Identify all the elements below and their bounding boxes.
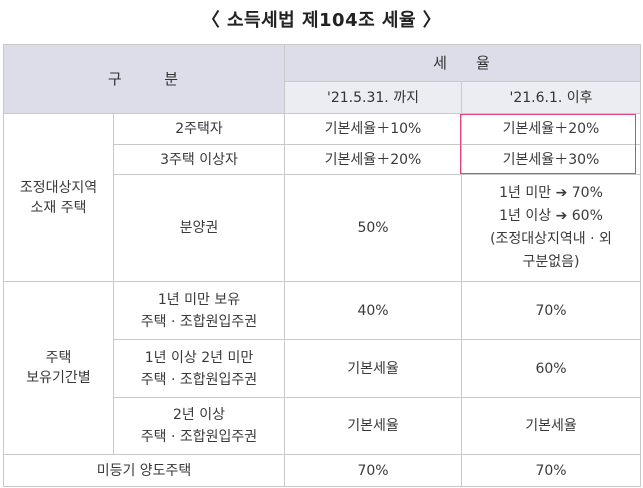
cell-after: 1년 미만 ➔ 70% 1년 이상 ➔ 60% (조정대상지역내 · 외 구분없… [461, 174, 641, 282]
row-label-line: 1년 이상 2년 미만 [144, 349, 254, 366]
cell-after: 60% [461, 339, 641, 398]
row-label-line: 주택 · 조합원입주권 [140, 429, 258, 445]
group-label-line: 조정대상지역 [19, 179, 98, 196]
cell-before: 기본세율＋10% [284, 113, 462, 145]
cell-after: 기본세율＋30% [461, 144, 641, 175]
cell-after-line: 1년 이상 ➔ 60% [499, 208, 603, 224]
group-label-line: 주택 [45, 350, 72, 366]
header-category: 구 분 [3, 44, 285, 114]
tax-rate-table: 구 분 세 율 '21.5.31. 까지 '21.6.1. 이후 조정대상지역 … [3, 44, 641, 487]
row-label-over-2-years: 2년 이상 주택 · 조합원입주권 [113, 397, 285, 455]
cell-before: 40% [284, 281, 462, 340]
cell-after-line: (조정대상지역내 · 외 [490, 231, 612, 247]
cell-after-line: 1년 미만 ➔ 70% [499, 185, 603, 201]
row-label-2-houses: 2주택자 [113, 113, 285, 145]
row-label-presale-right: 분양권 [113, 174, 285, 282]
cell-after: 70% [461, 281, 641, 340]
row-label-3-houses: 3주택 이상자 [113, 144, 285, 175]
group-label-holding-period: 주택 보유기간별 [3, 281, 114, 455]
header-tax-rate: 세 율 [284, 44, 641, 82]
cell-before: 50% [284, 174, 462, 282]
row-label-line: 주택 · 조합원입주권 [140, 371, 258, 388]
cell-after: 기본세율 [461, 397, 641, 455]
cell-before: 기본세율 [284, 339, 462, 398]
row-label-under-1-year: 1년 미만 보유 주택 · 조합원입주권 [113, 281, 285, 340]
row-label-1-to-2-years: 1년 이상 2년 미만 주택 · 조합원입주권 [113, 339, 285, 398]
cell-before: 70% [284, 454, 462, 487]
row-label-line: 주택 · 조합원입주권 [140, 313, 258, 330]
row-label-unregistered: 미등기 양도주택 [3, 454, 285, 487]
cell-before: 기본세율 [284, 397, 462, 455]
cell-before: 기본세율＋20% [284, 144, 462, 175]
cell-after: 기본세율＋20% [461, 113, 641, 145]
row-label-line: 1년 미만 보유 [157, 291, 241, 308]
row-label-line: 2년 이상 [173, 407, 225, 423]
cell-after: 70% [461, 454, 641, 487]
header-col-after: '21.6.1. 이후 [461, 81, 641, 114]
group-label-line: 소재 주택 [30, 199, 87, 216]
group-label-line: 보유기간별 [26, 370, 91, 386]
header-col-before: '21.5.31. 까지 [284, 81, 462, 114]
group-label-regulated-area: 조정대상지역 소재 주택 [3, 113, 114, 282]
table-title: 〈 소득세법 제104조 세율 〉 [201, 10, 442, 31]
cell-after-line: 구분없음) [522, 254, 580, 270]
